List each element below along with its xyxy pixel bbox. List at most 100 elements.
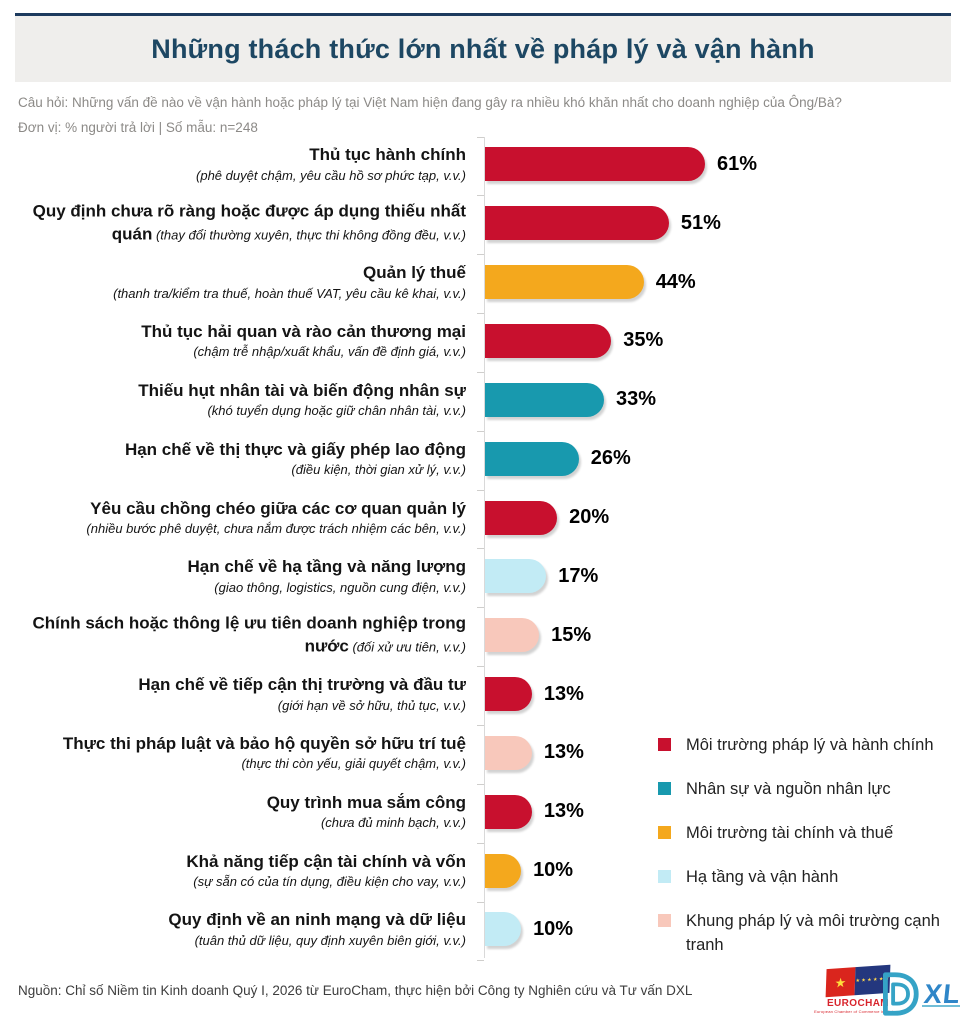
bar-label-sub: (giới hạn về sở hữu, thủ tục, v.v.) — [277, 697, 466, 713]
value-label: 10% — [533, 859, 574, 882]
axis-tick — [477, 842, 484, 844]
eurocham-tagline: European Chamber of Commerce in Vietnam — [814, 1009, 902, 1014]
axis-line — [484, 137, 485, 958]
bar-label: Chính sách hoặc thông lệ ưu tiên doanh n… — [8, 613, 466, 658]
footer-source: Nguồn: Chỉ số Niềm tin Kinh doanh Quý I,… — [18, 983, 693, 998]
dxl-logo: XL — [870, 965, 962, 1023]
value-label: 13% — [543, 741, 584, 764]
value-label: 13% — [543, 682, 584, 705]
bar-row: Chính sách hoặc thông lệ ưu tiên doanh n… — [0, 606, 966, 665]
bar-teal — [485, 441, 579, 476]
bar-label-sub: (chậm trễ nhập/xuất khẩu, vấn đề định gi… — [193, 344, 466, 360]
bar-label: Thiếu hụt nhân tài và biến động nhân sự (… — [8, 380, 466, 420]
bar-label: Hạn chế về hạ tầng và năng lượng (giao th… — [8, 557, 466, 597]
axis-tick — [477, 313, 484, 315]
bar-row: Hạn chế về tiếp cận thị trường và đầu tư… — [0, 665, 966, 724]
bar-label-title: Quản lý thuế — [363, 263, 466, 283]
bar-track: 13% — [485, 735, 584, 770]
bar-label-title: Hạn chế về hạ tầng và năng lượng — [187, 557, 466, 577]
bar-label: Khả năng tiếp cận tài chính và vốn (sự sẵ… — [8, 851, 466, 891]
bar-label-sub: (nhiều bước phê duyệt, chưa nắm được trá… — [86, 521, 466, 537]
axis-tick — [477, 783, 484, 785]
legend-item: Môi trường tài chính và thuế — [658, 821, 958, 845]
bar-row: Hạn chế về hạ tầng và năng lượng (giao th… — [0, 547, 966, 606]
bar-label-sub: (sự sẵn có của tín dụng, điều kiện cho v… — [193, 874, 466, 890]
bar-track: 20% — [485, 500, 610, 535]
bar-row: Quy định về an ninh mạng và dữ liệu (tuân… — [0, 900, 966, 959]
bar-pink — [485, 618, 540, 653]
value-label: 17% — [558, 564, 599, 587]
legend-label: Môi trường pháp lý và hành chính — [686, 736, 934, 754]
bar-label-title: Hạn chế về thị thực và giấy phép lao độn… — [124, 439, 466, 459]
legend-swatch-lightblue — [658, 870, 671, 883]
bar-row: Thủ tục hải quan và rào cản thương mại (c… — [0, 312, 966, 371]
legend-swatch-teal — [658, 782, 671, 795]
bar-row: Quy định chưa rõ ràng hoặc được áp dụng … — [0, 194, 966, 253]
eurocham-logo: ★ ★ ★ ★ ★ ★ ★ EUROCHAM European Chamber … — [806, 964, 910, 1023]
value-label: 33% — [616, 388, 657, 411]
page-title: Những thách thức lớn nhất về pháp lý và … — [151, 33, 815, 64]
dxl-tagline — [922, 1005, 960, 1007]
bar-label: Thủ tục hải quan và rào cản thương mại (c… — [8, 321, 466, 361]
legend-swatch-yellow — [658, 826, 671, 839]
bar-label-title: Quy định chưa rõ ràng hoặc được áp dụng … — [32, 201, 466, 244]
legend-item: Nhân sự và nguồn nhân lực — [658, 777, 958, 801]
bar-row: Yêu cầu chồng chéo giữa các cơ quan quản… — [0, 488, 966, 547]
axis-tick — [477, 607, 484, 609]
bar-row: Quản lý thuế (thanh tra/kiểm tra thuế, ho… — [0, 253, 966, 312]
question-block: Câu hỏi: Những vấn đề nào về vận hành ho… — [18, 90, 842, 140]
bar-label: Thực thi pháp luật và bảo hộ quyền sở hữ… — [8, 733, 466, 773]
dxl-d-icon — [883, 972, 919, 1016]
legend-label: Hạ tầng và vận hành — [686, 868, 839, 886]
bar-label-title: Chính sách hoặc thông lệ ưu tiên doanh n… — [32, 613, 466, 656]
legend-label: Khung pháp lý và môi trường cạnh tranh — [686, 912, 940, 954]
bar-label-title: Thủ tục hải quan và rào cản thương mại — [141, 322, 466, 342]
axis-tick — [477, 725, 484, 726]
bar-label-sub: (phê duyệt chậm, yêu cầu hồ sơ phức tạp,… — [196, 168, 466, 184]
axis-tick — [477, 901, 484, 903]
legend-swatch-pink — [658, 914, 671, 927]
bar-track: 10% — [485, 853, 574, 888]
bar-red — [485, 677, 532, 712]
bar-red — [485, 147, 705, 182]
legend-item: Khung pháp lý và môi trường cạnh tranh — [658, 909, 958, 957]
axis-tick — [477, 548, 484, 550]
bar-label-sub: (thực thi còn yếu, giải quyết chậm, v.v.… — [241, 756, 466, 772]
bar-label-sub: (thanh tra/kiểm tra thuế, hoàn thuế VAT,… — [113, 285, 466, 301]
bar-red — [485, 323, 612, 358]
bar-label-title: Thủ tục hành chính — [309, 145, 466, 165]
value-label: 20% — [569, 506, 610, 529]
bar-row: Thiếu hụt nhân tài và biến động nhân sự (… — [0, 370, 966, 429]
bar-track: 13% — [485, 677, 584, 712]
bar-label-sub: (tuân thủ dữ liệu, quy định xuyên biên g… — [194, 933, 466, 949]
legend-label: Môi trường tài chính và thuế — [686, 824, 894, 842]
bar-teal — [485, 382, 605, 417]
value-label: 26% — [590, 447, 631, 470]
bar-row: Khả năng tiếp cận tài chính và vốn (sự sẵ… — [0, 841, 966, 900]
bar-label-title: Thực thi pháp luật và bảo hộ quyền sở hữ… — [62, 734, 466, 754]
value-label: 15% — [551, 623, 592, 646]
bar-label: Yêu cầu chồng chéo giữa các cơ quan quản… — [8, 498, 466, 538]
axis-tick — [477, 489, 484, 491]
value-label: 13% — [543, 800, 584, 823]
axis-tick — [477, 666, 484, 668]
bar-row: Thủ tục hành chính (phê duyệt chậm, yêu c… — [0, 135, 966, 194]
bar-row: Hạn chế về thị thực và giấy phép lao độn… — [0, 429, 966, 488]
legend-label: Nhân sự và nguồn nhân lực — [686, 780, 891, 798]
value-label: 61% — [717, 152, 758, 175]
value-label: 44% — [655, 270, 696, 293]
bar-label-title: Yêu cầu chồng chéo giữa các cơ quan quản… — [90, 498, 466, 518]
axis-tick — [477, 136, 484, 138]
title-band: Những thách thức lớn nhất về pháp lý và … — [15, 13, 951, 82]
bar-label: Hạn chế về thị thực và giấy phép lao độn… — [8, 439, 466, 479]
bar-pink — [485, 735, 532, 770]
eurocham-wordmark: EUROCHAM — [826, 998, 890, 1009]
bar-label-title: Hạn chế về tiếp cận thị trường và đầu tư — [138, 675, 466, 695]
axis-tick — [477, 960, 484, 962]
legend: Môi trường pháp lý và hành chính Nhân sự … — [658, 733, 958, 977]
bar-label: Thủ tục hành chính (phê duyệt chậm, yêu c… — [8, 145, 466, 185]
bar-track: 33% — [485, 382, 657, 417]
bar-label-sub: (chưa đủ minh bạch, v.v.) — [320, 815, 466, 831]
bar-red — [485, 794, 532, 829]
